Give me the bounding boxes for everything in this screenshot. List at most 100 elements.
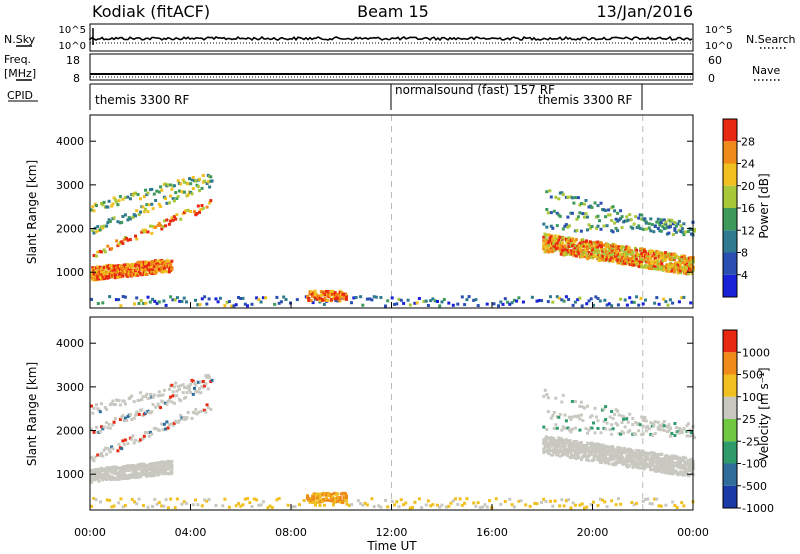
- echo-cell: [492, 302, 496, 306]
- echo-cell: [563, 413, 567, 417]
- echo-cell: [594, 295, 598, 299]
- echo-cell: [579, 458, 583, 462]
- echo-cell: [602, 252, 606, 256]
- echo-cell: [98, 430, 102, 434]
- echo-cell: [136, 193, 140, 196]
- echo-cell: [194, 498, 197, 502]
- echo-cell: [122, 419, 126, 423]
- echo-cell: [596, 240, 600, 244]
- echo-cell: [650, 450, 654, 454]
- echo-cell: [147, 396, 151, 400]
- echo-cell: [413, 301, 417, 305]
- echo-cell: [90, 208, 93, 212]
- echo-cell: [145, 272, 149, 276]
- echo-cell: [646, 424, 650, 428]
- echo-cell: [275, 295, 279, 299]
- echo-cell: [643, 415, 647, 419]
- echo-cell: [206, 406, 210, 410]
- echo-cell: [587, 223, 591, 227]
- echo-cell: [546, 246, 549, 250]
- echo-cell: [681, 261, 685, 265]
- echo-cell: [184, 417, 188, 421]
- echo-cell: [402, 301, 406, 305]
- echo-cell: [548, 249, 552, 253]
- echo-cell: [148, 300, 152, 304]
- echo-cell: [644, 298, 647, 302]
- echo-cell: [578, 417, 582, 421]
- echo-cell: [641, 227, 645, 231]
- echo-cell: [693, 436, 696, 440]
- echo-cell: [581, 212, 585, 216]
- echo-cell: [191, 176, 195, 179]
- echo-cell: [583, 449, 587, 453]
- echo-cell: [657, 457, 661, 460]
- echo-cell: [579, 249, 583, 253]
- echo-cell: [122, 470, 126, 474]
- echo-cell: [561, 425, 565, 429]
- echo-cell: [577, 456, 581, 459]
- echo-cell: [359, 502, 363, 506]
- echo-cell: [573, 196, 577, 200]
- echo-cell: [545, 225, 549, 229]
- echo-cell: [167, 423, 171, 427]
- echo-cell: [569, 430, 573, 434]
- colorbar-swatch: [723, 274, 737, 297]
- echo-cell: [171, 394, 175, 398]
- colorbar-swatch: [723, 352, 737, 375]
- echo-cell: [558, 296, 562, 300]
- echo-cell: [198, 177, 201, 181]
- echo-cell: [553, 499, 557, 503]
- echo-cell: [460, 295, 464, 299]
- echo-cell: [681, 463, 685, 467]
- echo-cell: [230, 304, 234, 308]
- echo-cell: [524, 503, 528, 507]
- echo-cell: [431, 503, 435, 507]
- echo-cell: [677, 426, 681, 430]
- echo-cell: [108, 426, 112, 430]
- echo-cell: [632, 464, 636, 468]
- echo-cell: [198, 387, 201, 390]
- echo-cell: [170, 471, 174, 475]
- station-title: Kodiak (fitACF): [92, 2, 210, 21]
- echo-cell: [154, 426, 158, 430]
- x-tick-label: 16:00: [476, 526, 508, 539]
- echo-cell: [585, 458, 588, 462]
- echo-cell: [485, 505, 489, 509]
- nsearch-tick-bottom: 10^0: [705, 41, 732, 52]
- echo-cell: [521, 300, 525, 304]
- echo-cell: [210, 179, 214, 183]
- echo-cell: [649, 251, 652, 255]
- echo-cell: [140, 267, 144, 271]
- y-tick-label: 3000: [56, 179, 84, 192]
- echo-cell: [546, 410, 550, 414]
- echo-cell: [162, 388, 166, 392]
- echo-cell: [604, 215, 608, 219]
- echo-cell: [547, 452, 551, 455]
- echo-cell: [553, 239, 557, 243]
- echo-cell: [590, 414, 594, 418]
- echo-cell: [99, 500, 102, 504]
- power-colorbar-label: Power [dB]: [757, 173, 771, 238]
- echo-cell: [141, 395, 145, 399]
- echo-cell: [144, 301, 148, 305]
- echo-cell: [180, 300, 184, 303]
- echo-cell: [436, 503, 439, 507]
- echo-cell: [157, 190, 161, 194]
- echo-cell: [596, 297, 600, 300]
- echo-cell: [166, 506, 170, 510]
- echo-cell: [628, 296, 632, 300]
- echo-cell: [345, 494, 348, 498]
- echo-cell: [96, 225, 100, 229]
- echo-cell: [193, 210, 196, 214]
- echo-cell: [152, 192, 156, 196]
- echo-cell: [679, 269, 683, 273]
- echo-cell: [572, 442, 576, 445]
- echo-cell: [194, 179, 198, 183]
- echo-cell: [517, 296, 521, 300]
- echo-cell: [200, 204, 204, 207]
- echo-cell: [625, 303, 629, 307]
- echo-cell: [655, 220, 659, 224]
- echo-cell: [112, 504, 116, 508]
- echo-cell: [551, 453, 554, 457]
- echo-cell: [546, 396, 550, 400]
